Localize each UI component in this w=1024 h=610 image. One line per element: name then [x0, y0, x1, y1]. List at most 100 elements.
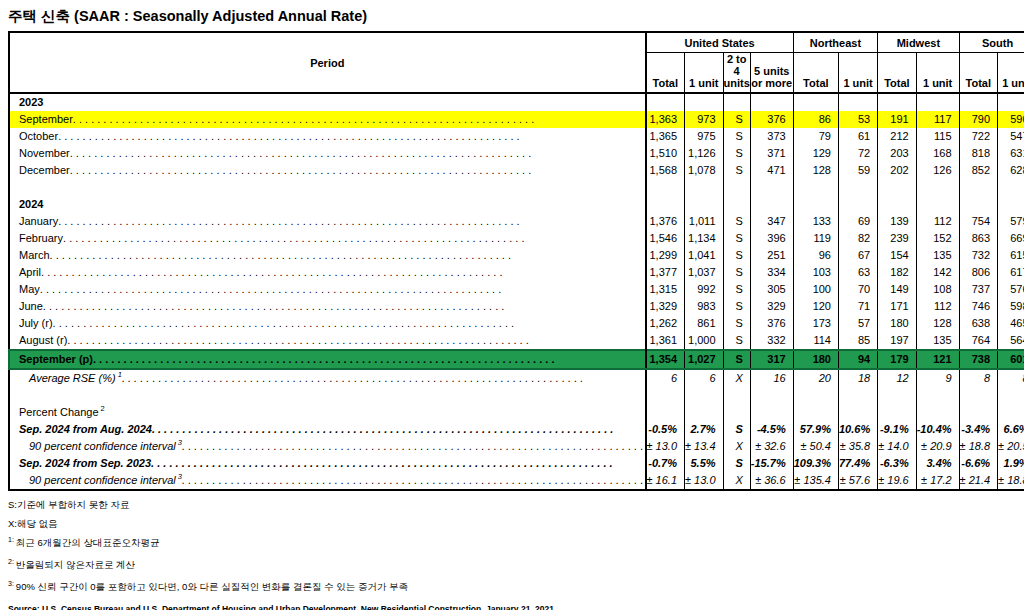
value-cell[interactable]: 69	[838, 213, 877, 230]
value-cell[interactable]: 53	[838, 111, 877, 128]
value-cell[interactable]: 57.9%	[793, 421, 838, 438]
value-cell[interactable]: 737	[959, 281, 998, 298]
value-cell[interactable]: ± 21.4	[959, 472, 998, 490]
value-cell[interactable]: 126	[916, 162, 959, 179]
value-cell[interactable]: 1,041	[685, 247, 724, 264]
value-cell[interactable]: 61	[838, 128, 877, 145]
value-cell[interactable]: S	[723, 281, 750, 298]
value-cell[interactable]	[878, 404, 917, 421]
row-label-cell[interactable]: January	[9, 213, 646, 230]
value-cell[interactable]: 3.4%	[916, 455, 959, 472]
sub-column-header[interactable]: 1 unit	[998, 53, 1024, 94]
value-cell[interactable]: -0.7%	[646, 455, 685, 472]
sub-column-header[interactable]: 5 units or more	[750, 53, 793, 94]
value-cell[interactable]: 197	[878, 332, 917, 350]
value-cell[interactable]: 77.4%	[838, 455, 877, 472]
value-cell[interactable]: 617	[998, 264, 1024, 281]
value-cell[interactable]: ± 17.2	[916, 472, 959, 490]
value-cell[interactable]: 615	[998, 247, 1024, 264]
value-cell[interactable]: ± 13.0	[646, 438, 685, 455]
value-cell[interactable]: 576	[998, 281, 1024, 298]
value-cell[interactable]	[959, 387, 998, 404]
row-label-cell[interactable]: September (p)	[9, 350, 646, 369]
value-cell[interactable]	[646, 196, 685, 213]
value-cell[interactable]: 63	[838, 264, 877, 281]
value-cell[interactable]: X	[723, 438, 750, 455]
value-cell[interactable]: 669	[998, 230, 1024, 247]
value-cell[interactable]	[685, 404, 724, 421]
value-cell[interactable]	[878, 387, 917, 404]
value-cell[interactable]: 863	[959, 230, 998, 247]
value-cell[interactable]: 1,510	[646, 145, 685, 162]
value-cell[interactable]	[838, 93, 877, 111]
row-label-cell[interactable]: October	[9, 128, 646, 145]
value-cell[interactable]: 114	[793, 332, 838, 350]
value-cell[interactable]: S	[723, 455, 750, 472]
value-cell[interactable]	[723, 93, 750, 111]
value-cell[interactable]: 6	[646, 369, 685, 387]
value-cell[interactable]: ± 13.4	[685, 438, 724, 455]
value-cell[interactable]: 1,361	[646, 332, 685, 350]
row-label-cell[interactable]: February	[9, 230, 646, 247]
value-cell[interactable]: 471	[750, 162, 793, 179]
row-label-cell[interactable]: August (r)	[9, 332, 646, 350]
value-cell[interactable]: ± 18.8	[998, 472, 1024, 490]
sub-column-header[interactable]: 1 unit	[916, 53, 959, 94]
value-cell[interactable]: ± 20.5	[998, 438, 1024, 455]
value-cell[interactable]: S	[723, 298, 750, 315]
value-cell[interactable]: 16	[750, 369, 793, 387]
value-cell[interactable]: 1,037	[685, 264, 724, 281]
row-label-cell[interactable]: April	[9, 264, 646, 281]
value-cell[interactable]: 173	[793, 315, 838, 332]
value-cell[interactable]: 180	[878, 315, 917, 332]
value-cell[interactable]: 983	[685, 298, 724, 315]
region-group-header[interactable]: Midwest	[878, 32, 959, 53]
value-cell[interactable]: 100	[793, 281, 838, 298]
value-cell[interactable]: 96	[793, 247, 838, 264]
value-cell[interactable]: 18	[838, 369, 877, 387]
region-group-header[interactable]: United States	[646, 32, 794, 53]
value-cell[interactable]: 103	[793, 264, 838, 281]
value-cell[interactable]: 82	[838, 230, 877, 247]
value-cell[interactable]: ± 20.9	[916, 438, 959, 455]
row-label-cell[interactable]: June	[9, 298, 646, 315]
value-cell[interactable]: 590	[998, 111, 1024, 128]
value-cell[interactable]: 1,078	[685, 162, 724, 179]
value-cell[interactable]: 638	[959, 315, 998, 332]
value-cell[interactable]: 861	[685, 315, 724, 332]
value-cell[interactable]: 465	[998, 315, 1024, 332]
value-cell[interactable]: 746	[959, 298, 998, 315]
value-cell[interactable]: 139	[878, 213, 917, 230]
value-cell[interactable]: 547	[998, 128, 1024, 145]
value-cell[interactable]: 1,363	[646, 111, 685, 128]
value-cell[interactable]: 115	[916, 128, 959, 145]
value-cell[interactable]: 85	[838, 332, 877, 350]
value-cell[interactable]: 117	[916, 111, 959, 128]
column-header-period[interactable]: Period	[9, 32, 646, 93]
value-cell[interactable]: ± 18.8	[959, 438, 998, 455]
value-cell[interactable]: S	[723, 111, 750, 128]
value-cell[interactable]	[750, 93, 793, 111]
value-cell[interactable]: 317	[750, 350, 793, 369]
value-cell[interactable]: 86	[793, 111, 838, 128]
value-cell[interactable]	[998, 404, 1024, 421]
row-label-cell[interactable]: 90 percent confidence interval 3	[9, 472, 646, 490]
value-cell[interactable]: 376	[750, 315, 793, 332]
value-cell[interactable]	[723, 404, 750, 421]
value-cell[interactable]	[959, 93, 998, 111]
value-cell[interactable]: 601	[998, 350, 1024, 369]
value-cell[interactable]: 108	[916, 281, 959, 298]
value-cell[interactable]: 376	[750, 111, 793, 128]
value-cell[interactable]: 396	[750, 230, 793, 247]
value-cell[interactable]	[878, 196, 917, 213]
value-cell[interactable]: 203	[878, 145, 917, 162]
value-cell[interactable]	[959, 179, 998, 196]
value-cell[interactable]	[723, 196, 750, 213]
value-cell[interactable]	[959, 196, 998, 213]
value-cell[interactable]: X	[723, 369, 750, 387]
value-cell[interactable]: 973	[685, 111, 724, 128]
value-cell[interactable]: 1,315	[646, 281, 685, 298]
value-cell[interactable]	[646, 179, 685, 196]
value-cell[interactable]: 579	[998, 213, 1024, 230]
value-cell[interactable]: 191	[878, 111, 917, 128]
